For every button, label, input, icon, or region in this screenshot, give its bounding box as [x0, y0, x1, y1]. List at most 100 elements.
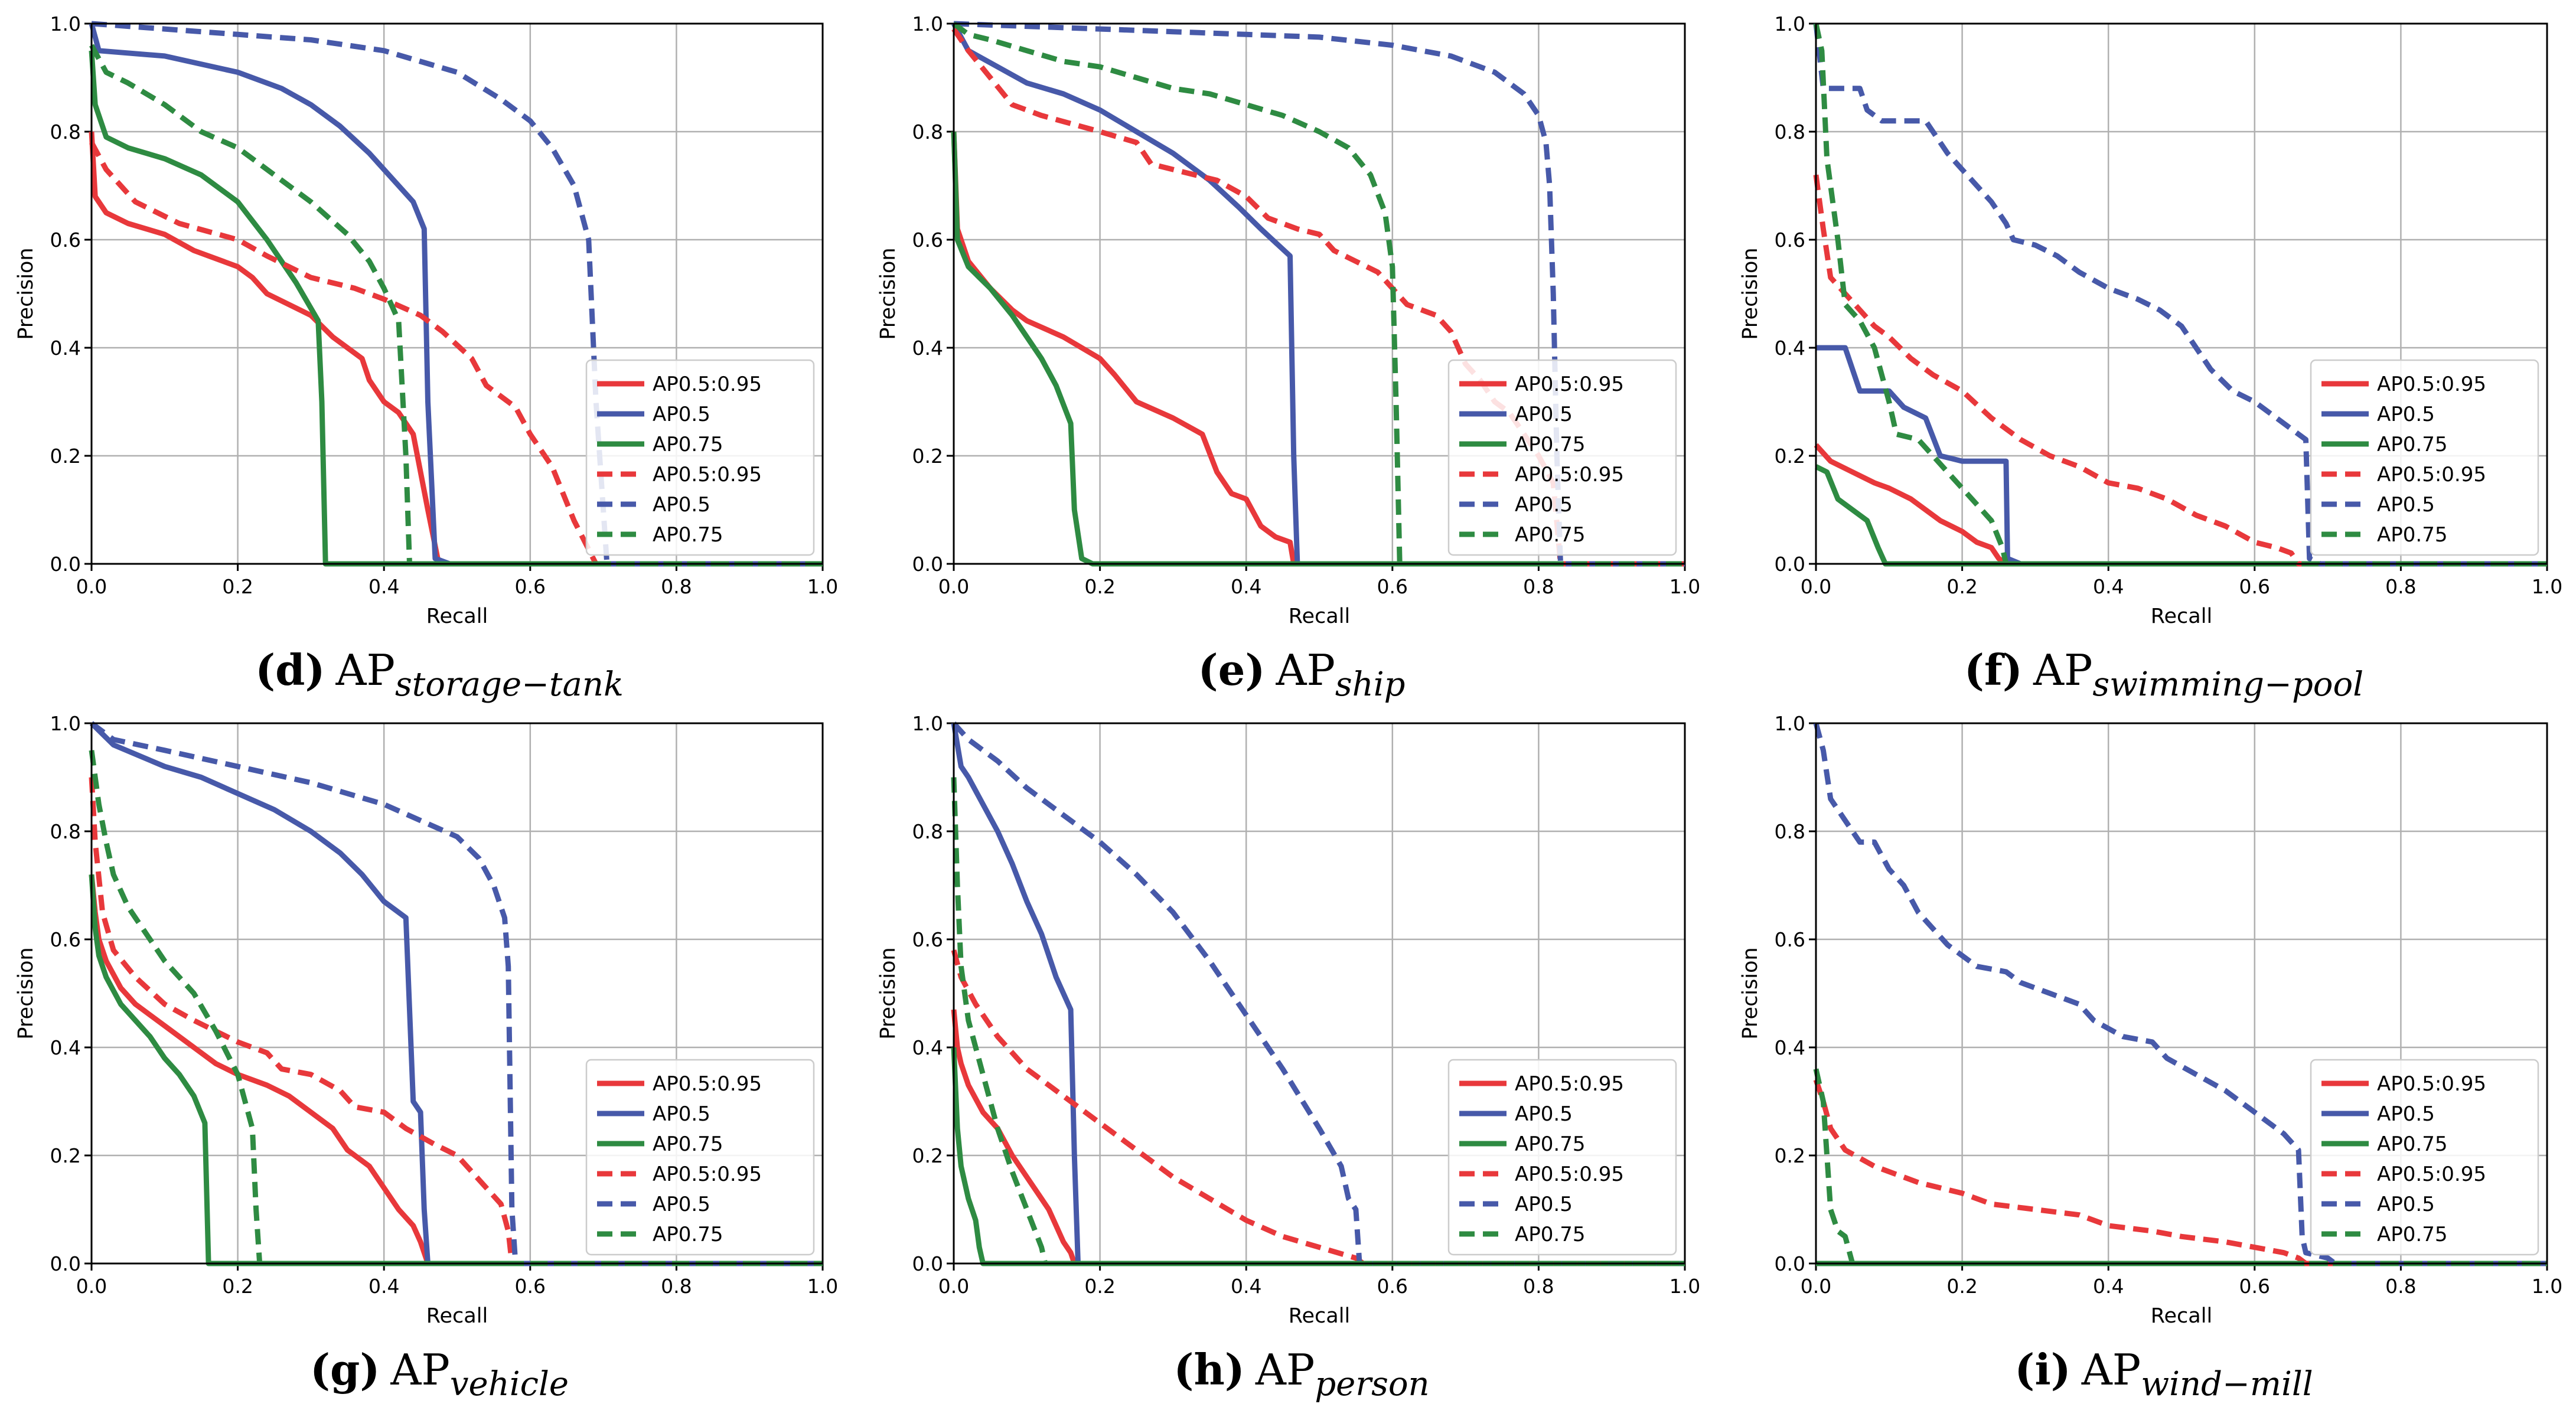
panel-caption: (e) APship	[1198, 645, 1406, 704]
legend-label: AP0.5:0.95	[1515, 463, 1624, 487]
series-line-red-solid	[1814, 443, 2547, 567]
panel-caption: (g) APvehicle	[310, 1344, 569, 1403]
y-axis-label: Precision	[14, 947, 38, 1039]
legend-label: AP0.5	[653, 493, 710, 517]
x-tick-label: 0.4	[1231, 575, 1261, 598]
panel-caption: (i) APwind−mill	[2014, 1344, 2313, 1403]
y-tick-label: 0.6	[912, 228, 943, 252]
legend-label: AP0.5:0.95	[653, 463, 762, 487]
caption-ap: AP	[2081, 1345, 2141, 1395]
y-tick-label: 0.6	[1775, 928, 1805, 951]
legend-label: AP0.75	[2377, 433, 2447, 456]
x-tick-label: 0.0	[938, 575, 969, 598]
legend-label: AP0.5	[1515, 1102, 1573, 1126]
x-tick-label: 0.0	[938, 1275, 969, 1298]
y-tick-label: 0.2	[912, 445, 943, 468]
y-tick-label: 0.8	[1775, 820, 1805, 843]
x-tick-label: 0.4	[2093, 1275, 2124, 1298]
x-tick-label: 0.2	[1946, 1275, 1977, 1298]
x-axis-label: Recall	[2151, 605, 2212, 628]
x-tick-label: 0.6	[1377, 575, 1408, 598]
series-line-blue-dashed	[90, 721, 823, 1266]
y-tick-label: 0.6	[912, 928, 943, 951]
x-tick-label: 0.6	[1377, 1275, 1408, 1298]
series-line-red-dashed	[89, 141, 823, 567]
x-tick-label: 1.0	[2532, 575, 2562, 598]
series-line-red-dashed	[1813, 174, 2547, 567]
y-tick-label: 0.8	[912, 120, 943, 143]
x-tick-label: 0.8	[2385, 575, 2416, 598]
y-tick-label: 0.2	[50, 1144, 81, 1167]
legend-label: AP0.75	[2377, 1223, 2447, 1246]
legend: AP0.5:0.95 AP0.5 AP0.75 AP0.5:0.95 AP0.5 AP0.…	[1447, 359, 1677, 556]
x-tick-label: 0.4	[2093, 575, 2124, 598]
legend-label: AP0.75	[1515, 1132, 1585, 1156]
caption-ap: AP	[2033, 645, 2092, 695]
series-line-blue-dashed	[953, 21, 1685, 567]
y-tick-label: 0.8	[912, 820, 943, 843]
series-line-blue-dashed	[1813, 722, 2547, 1266]
legend-label: AP0.5	[2377, 1193, 2435, 1216]
chart-panel-3: 0.0 0.2 0.4 0.6 0.8 1.0 0.0 0.2 0.4 0.6 0.8 1.0 Reca…	[1739, 12, 2562, 704]
legend-label: AP0.5:0.95	[2377, 1072, 2486, 1096]
axes-frame	[953, 22, 1686, 565]
x-tick-label: 0.2	[1084, 1275, 1115, 1298]
caption-letter: (e)	[1198, 645, 1266, 695]
y-axis-label: Precision	[1739, 947, 1762, 1039]
axes-frame	[90, 22, 824, 565]
series-line-green-dashed	[952, 21, 1685, 567]
x-tick-label: 0.6	[515, 575, 546, 598]
chart-panel-2: 0.0 0.2 0.4 0.6 0.8 1.0 0.0 0.2 0.4 0.6 0.8 1.0 Reca…	[876, 12, 1700, 704]
chart-panel-5: 0.0 0.2 0.4 0.6 0.8 1.0 0.0 0.2 0.4 0.6 0.8 1.0 Reca…	[876, 712, 1700, 1403]
legend-label: AP0.5	[653, 403, 710, 426]
y-tick-label: 0.2	[912, 1144, 943, 1167]
legend-label: AP0.5	[653, 1193, 710, 1216]
x-tick-label: 1.0	[2532, 1275, 2562, 1298]
legend-label: AP0.75	[1515, 1223, 1585, 1246]
legend-label: AP0.5:0.95	[1515, 1072, 1624, 1096]
legend-box	[2310, 359, 2539, 556]
y-axis-label: Precision	[876, 247, 900, 339]
y-tick-label: 1.0	[912, 12, 943, 35]
y-tick-label: 0.6	[1775, 228, 1805, 252]
series-group	[89, 721, 823, 1266]
y-tick-label: 0.4	[912, 1036, 943, 1059]
y-tick-label: 0.0	[912, 1252, 943, 1275]
axes-frame	[953, 722, 1686, 1265]
chart-panel-4: 0.0 0.2 0.4 0.6 0.8 1.0 0.0 0.2 0.4 0.6 0.8 1.0 Reca…	[14, 712, 838, 1403]
series-line-green-dashed	[89, 44, 823, 567]
y-tick-label: 0.2	[1775, 1144, 1805, 1167]
x-tick-label: 0.8	[661, 575, 692, 598]
legend-label: AP0.5:0.95	[2377, 463, 2486, 487]
chart-panel-1: 0.0 0.2 0.4 0.6 0.8 1.0 0.0 0.2 0.4 0.6 0.8 1.0 Reca…	[14, 12, 838, 704]
x-tick-label: 0.0	[76, 575, 107, 598]
x-axis-label: Recall	[1289, 605, 1350, 628]
x-axis-label: Recall	[1289, 1304, 1350, 1328]
x-tick-label: 1.0	[1669, 1275, 1700, 1298]
caption-subscript: ship	[1335, 665, 1406, 704]
series-line-green-solid	[89, 50, 823, 567]
caption-ap: AP	[1275, 645, 1335, 695]
series-line-blue-solid	[951, 22, 1685, 567]
legend-label: AP0.5	[1515, 403, 1573, 426]
legend-label: AP0.5:0.95	[1515, 373, 1624, 396]
y-tick-label: 0.8	[1775, 120, 1805, 143]
x-tick-label: 0.2	[1084, 575, 1115, 598]
legend: AP0.5:0.95 AP0.5 AP0.75 AP0.5:0.95 AP0.5 AP0.…	[585, 1059, 815, 1256]
legend-label: AP0.75	[653, 1223, 723, 1246]
series-group	[951, 721, 1685, 1266]
series-line-blue-solid	[1816, 345, 2547, 567]
caption-letter: (d)	[255, 645, 325, 695]
legend-label: AP0.5:0.95	[2377, 1163, 2486, 1186]
series-group	[1813, 23, 2547, 567]
legend: AP0.5:0.95 AP0.5 AP0.75 AP0.5:0.95 AP0.5 AP0.…	[2310, 359, 2539, 556]
caption-subscript: storage−tank	[395, 665, 624, 704]
y-tick-label: 0.2	[1775, 445, 1805, 468]
panel-caption: (h) APperson	[1173, 1344, 1429, 1403]
caption-subscript: wind−mill	[2141, 1365, 2313, 1403]
x-tick-label: 0.4	[369, 575, 399, 598]
caption-subscript: vehicle	[450, 1365, 569, 1403]
y-tick-label: 0.2	[50, 445, 81, 468]
legend-label: AP0.75	[1515, 433, 1585, 456]
y-tick-label: 0.6	[50, 228, 81, 252]
